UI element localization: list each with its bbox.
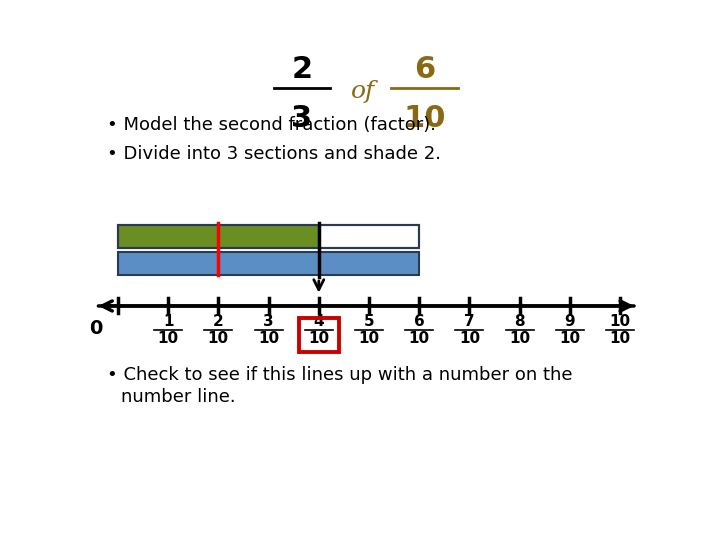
Text: 10: 10 xyxy=(258,331,279,346)
Text: 5: 5 xyxy=(364,314,374,329)
Text: • Model the second fraction (factor).: • Model the second fraction (factor). xyxy=(107,116,436,134)
Text: 4: 4 xyxy=(313,314,324,329)
Text: 10: 10 xyxy=(158,331,179,346)
Text: 2: 2 xyxy=(213,314,224,329)
Text: 3: 3 xyxy=(292,104,312,133)
Text: 8: 8 xyxy=(514,314,525,329)
Text: 10: 10 xyxy=(359,331,379,346)
Text: 2: 2 xyxy=(292,55,312,84)
Text: 10: 10 xyxy=(308,331,329,346)
Text: 10: 10 xyxy=(409,331,430,346)
Text: 10: 10 xyxy=(509,331,530,346)
Bar xyxy=(319,225,419,248)
Text: 6: 6 xyxy=(414,314,425,329)
Text: of: of xyxy=(351,80,376,103)
Text: 6: 6 xyxy=(414,55,436,84)
Text: 10: 10 xyxy=(610,331,631,346)
Text: 9: 9 xyxy=(564,314,575,329)
Text: 0: 0 xyxy=(89,319,102,339)
Bar xyxy=(118,225,419,248)
Text: 10: 10 xyxy=(459,331,480,346)
Text: 10: 10 xyxy=(403,104,446,133)
Text: number line.: number line. xyxy=(121,388,235,407)
Text: • Divide into 3 sections and shade 2.: • Divide into 3 sections and shade 2. xyxy=(107,145,441,163)
Bar xyxy=(118,225,319,248)
Text: 10: 10 xyxy=(610,314,631,329)
Text: 10: 10 xyxy=(559,331,580,346)
Text: • Check to see if this lines up with a number on the: • Check to see if this lines up with a n… xyxy=(107,366,572,383)
Text: 10: 10 xyxy=(208,331,229,346)
Text: 1: 1 xyxy=(163,314,174,329)
Text: 3: 3 xyxy=(264,314,274,329)
Bar xyxy=(118,252,419,275)
Text: 7: 7 xyxy=(464,314,474,329)
